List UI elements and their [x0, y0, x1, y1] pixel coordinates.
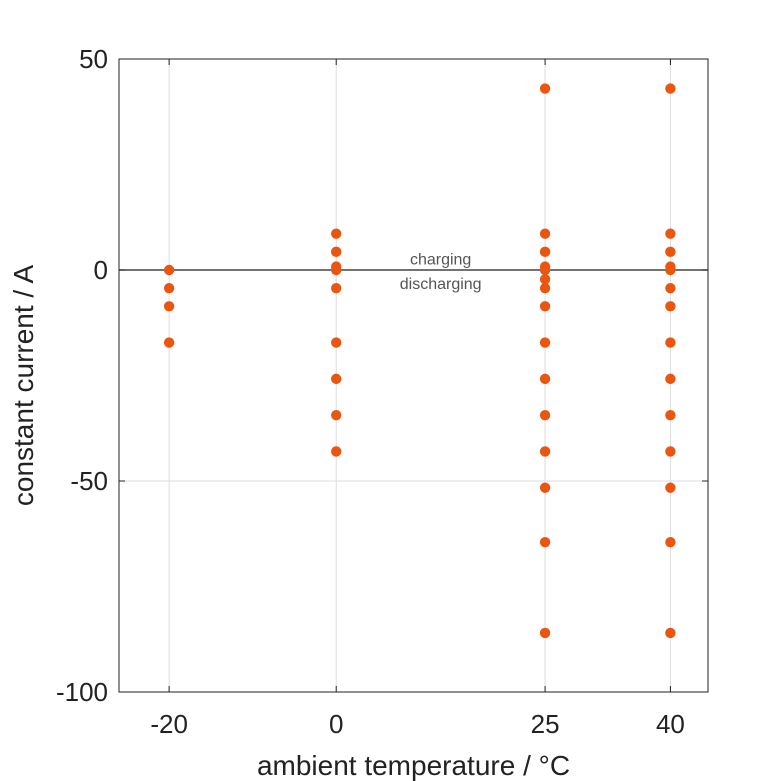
grid-lines	[119, 59, 708, 692]
data-point	[539, 482, 551, 493]
data-point	[163, 282, 175, 294]
data-point	[539, 246, 551, 258]
x-tick-label: -20	[150, 709, 188, 739]
data-point	[539, 373, 551, 385]
annotation-discharging: discharging	[400, 276, 482, 293]
data-point	[539, 409, 551, 421]
data-point	[331, 337, 342, 348]
data-point	[665, 536, 676, 548]
x-axis-ticks: -20 0 25 40	[150, 59, 685, 739]
data-point	[331, 446, 342, 457]
data-point	[665, 264, 676, 276]
data-point	[539, 536, 551, 548]
data-point	[163, 264, 175, 276]
annotation-charging: charging	[410, 251, 471, 268]
data-point	[331, 246, 342, 258]
data-point	[539, 627, 551, 639]
data-point	[539, 301, 551, 312]
x-tick-label: 0	[329, 709, 343, 739]
y-tick-label: -100	[56, 677, 108, 707]
data-point	[665, 446, 676, 457]
y-tick-label: 0	[94, 255, 108, 285]
data-point	[665, 337, 676, 348]
y-tick-label: 50	[79, 44, 108, 74]
data-point	[665, 482, 676, 493]
y-axis-label: constant current / A	[8, 265, 39, 507]
data-point	[665, 83, 676, 94]
data-point	[665, 228, 676, 239]
x-tick-label: 40	[656, 709, 685, 739]
data-point	[331, 264, 342, 276]
data-point	[163, 301, 175, 312]
data-points	[163, 83, 676, 639]
data-point	[331, 409, 342, 421]
x-tick-label: 25	[531, 709, 560, 739]
data-point	[331, 373, 342, 385]
data-point	[539, 83, 551, 94]
data-point	[665, 246, 676, 258]
annotations: charging discharging	[400, 251, 482, 292]
data-point	[665, 409, 676, 421]
data-point	[665, 282, 676, 294]
y-tick-label: -50	[70, 466, 108, 496]
y-axis-ticks: -100 -50 0 50	[56, 44, 708, 707]
data-point	[539, 446, 551, 457]
data-point	[539, 264, 551, 276]
plot-frame	[118, 58, 709, 693]
x-axis-label: ambient temperature / °C	[257, 750, 570, 781]
data-point	[331, 282, 342, 294]
data-point	[665, 373, 676, 385]
data-point	[539, 337, 551, 348]
data-point	[539, 282, 551, 294]
data-point	[331, 228, 342, 239]
data-point	[539, 274, 551, 285]
data-point	[665, 627, 676, 639]
data-point	[539, 228, 551, 239]
data-point	[665, 301, 676, 312]
data-point	[163, 337, 175, 348]
